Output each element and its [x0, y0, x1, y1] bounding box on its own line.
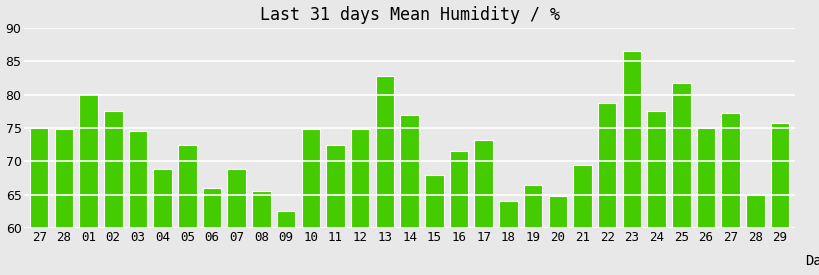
- Bar: [572, 164, 591, 228]
- Bar: [29, 128, 48, 228]
- Bar: [597, 103, 616, 228]
- Bar: [672, 82, 690, 228]
- Bar: [745, 195, 763, 228]
- Bar: [523, 185, 541, 228]
- Bar: [375, 76, 394, 228]
- Bar: [351, 129, 369, 228]
- Bar: [301, 129, 319, 228]
- Bar: [326, 145, 344, 228]
- Bar: [104, 111, 122, 228]
- Bar: [55, 129, 73, 228]
- X-axis label: Day: Day: [804, 254, 819, 268]
- Bar: [202, 188, 221, 228]
- Bar: [696, 128, 714, 228]
- Bar: [449, 151, 468, 228]
- Bar: [424, 175, 443, 228]
- Bar: [770, 123, 789, 228]
- Bar: [227, 169, 246, 228]
- Bar: [721, 112, 739, 228]
- Title: Last 31 days Mean Humidity / %: Last 31 days Mean Humidity / %: [260, 6, 559, 24]
- Bar: [474, 140, 492, 228]
- Bar: [400, 115, 419, 228]
- Bar: [646, 111, 665, 228]
- Bar: [178, 145, 197, 228]
- Bar: [129, 131, 147, 228]
- Bar: [499, 201, 517, 228]
- Bar: [252, 191, 270, 228]
- Bar: [622, 51, 640, 228]
- Bar: [153, 169, 172, 228]
- Bar: [548, 196, 567, 228]
- Bar: [79, 94, 97, 228]
- Bar: [277, 211, 295, 228]
